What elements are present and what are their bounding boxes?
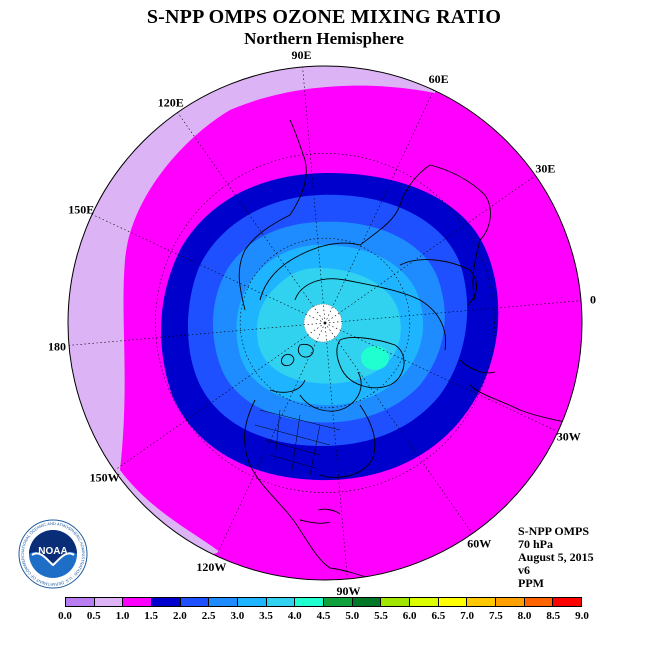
- colorbar-swatch: [209, 598, 239, 606]
- colorbar-swatch: [438, 598, 468, 606]
- colorbar-tick-label: 8.5: [546, 610, 561, 622]
- meridian-line: [324, 175, 536, 324]
- units-label: PPM: [518, 576, 544, 590]
- colorbar-tick-label: 2.0: [173, 610, 187, 622]
- colorbar-swatch: [410, 598, 439, 606]
- longitude-label: 180: [48, 339, 66, 353]
- colorbar-tick-label: 0.5: [86, 610, 101, 622]
- longitude-label: 120E: [158, 96, 184, 110]
- longitude-label: 0: [590, 293, 596, 307]
- longitude-label: 60E: [429, 72, 449, 86]
- latitude-circle: [155, 153, 495, 493]
- noaa-logo: NOAA NATIONAL OCEANIC AND ATMOSPHERIC AD…: [18, 519, 88, 589]
- info-panel: S-NPP OMPS 70 hPa August 5, 2015 v6 PPM: [518, 525, 594, 590]
- date-label: August 5, 2015: [518, 550, 594, 564]
- colorbar-tick-label: 6.0: [402, 610, 417, 622]
- colorbar-tick-label: 0.0: [58, 610, 72, 622]
- colorbar-tick-label: 5.0: [345, 610, 360, 622]
- longitude-label: 30W: [557, 430, 581, 444]
- colorbar-swatch: [266, 598, 296, 606]
- meridian-line: [91, 214, 326, 324]
- meridian-line: [302, 66, 326, 324]
- logo-wordmark: NOAA: [38, 546, 67, 557]
- longitude-label: 90E: [292, 48, 312, 62]
- colorbar-swatch: [381, 598, 411, 606]
- instrument-label: S-NPP OMPS: [518, 524, 589, 538]
- colorbar-swatch: [295, 598, 325, 606]
- longitude-label: 60W: [467, 536, 491, 550]
- colorbar-swatch: [524, 598, 554, 606]
- polar-data-gap: [304, 304, 342, 342]
- longitude-label: 150W: [90, 470, 120, 484]
- meridian-line: [68, 322, 326, 346]
- colorbar-tick-label: 1.5: [144, 610, 159, 622]
- meridian-line: [324, 322, 348, 580]
- meridian-line: [324, 322, 473, 534]
- colorbar-tick-label: 7.5: [488, 610, 503, 622]
- map-boundary: [67, 65, 583, 581]
- colorbar-swatch: [352, 598, 382, 606]
- colorbar-ticks: 0.0 0.5 1.0 1.5 2.0 2.5 3.0 3.5 4.0 4.5 5.0 5.5 6.0 6…: [0, 610, 648, 624]
- longitude-label: 30E: [535, 162, 555, 176]
- meridian-line: [177, 112, 326, 324]
- colorbar-swatch: [152, 598, 181, 606]
- colorbar: [65, 597, 582, 607]
- colorbar-swatch: [123, 598, 153, 606]
- colorbar-tick-label: 3.0: [230, 610, 245, 622]
- meridian-line: [216, 322, 326, 557]
- colorbar-swatch: [553, 598, 582, 606]
- colorbar-tick-label: 6.5: [431, 610, 446, 622]
- colorbar-tick-label: 8.0: [517, 610, 532, 622]
- meridian-line: [324, 322, 559, 432]
- colorbar-swatch: [324, 598, 353, 606]
- colorbar-tick-label: 5.5: [374, 610, 388, 622]
- pressure-level-label: 70 hPa: [518, 537, 554, 551]
- colorbar-tick-label: 3.5: [259, 610, 273, 622]
- version-label: v6: [518, 563, 530, 577]
- colorbar-tick-label: 1.0: [115, 610, 130, 622]
- colorbar-tick-label: 4.0: [287, 610, 302, 622]
- longitude-label: 150E: [68, 202, 94, 216]
- colorbar-tick-label: 4.5: [316, 610, 331, 622]
- longitude-label: 120W: [196, 560, 226, 574]
- colorbar-tick-label: 9.0: [575, 610, 589, 622]
- colorbar-tick-label: 2.5: [201, 610, 216, 622]
- map-title: S-NPP OMPS OZONE MIXING RATIO: [146, 6, 502, 28]
- longitude-label: 90W: [336, 584, 360, 598]
- colorbar-swatch: [66, 598, 95, 606]
- colorbar-swatch: [467, 598, 497, 606]
- colorbar-swatch: [180, 598, 210, 606]
- map-subtitle: Northern Hemisphere: [244, 29, 404, 48]
- latitude-circle: [239, 237, 411, 409]
- contour-4-0: [361, 346, 389, 370]
- political-boundaries: [254, 409, 341, 476]
- coastlines: [238, 119, 576, 580]
- colorbar-tick-label: 7.0: [460, 610, 474, 622]
- colorbar-swatch: [94, 598, 124, 606]
- meridian-line: [114, 322, 326, 471]
- ozone-field: [68, 66, 582, 580]
- colorbar-swatch: [496, 598, 525, 606]
- meridian-line: [324, 89, 434, 324]
- meridian-line: [324, 300, 582, 324]
- graticule: [68, 66, 582, 580]
- colorbar-swatch: [238, 598, 267, 606]
